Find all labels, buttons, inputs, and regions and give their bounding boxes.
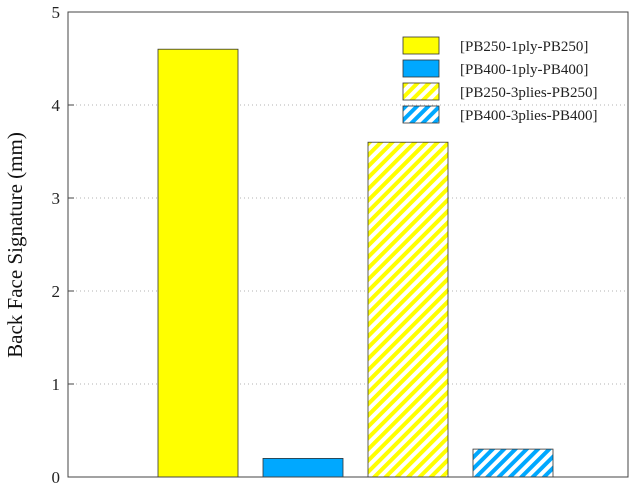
legend-label: [PB400-1ply-PB400]: [460, 62, 588, 78]
y-tick-label: 1: [52, 375, 61, 394]
legend-swatch: [402, 82, 440, 101]
legend: [PB250-1ply-PB250] [PB400-1ply-PB400] [PB2…: [402, 36, 598, 124]
bar-2: [262, 457, 344, 478]
y-tick-label: 2: [52, 282, 61, 301]
bar-3: [367, 141, 449, 478]
y-tick-label: 4: [52, 96, 61, 115]
y-tick-label: 0: [52, 468, 61, 483]
grid-lines: [68, 104, 628, 385]
bar-1: [157, 48, 239, 478]
plot-frame: [67, 11, 629, 478]
legend-label: [PB250-3plies-PB250]: [460, 85, 598, 101]
y-axis-ticks: 0 1 2 3 4 5: [52, 3, 74, 483]
bar-4: [472, 448, 554, 478]
legend-swatch: [402, 59, 440, 78]
bars: [157, 48, 554, 478]
y-tick-label: 3: [52, 189, 61, 208]
y-axis-label: Back Face Signature (mm): [3, 132, 27, 358]
legend-swatch: [402, 105, 440, 124]
legend-swatch: [402, 36, 440, 55]
legend-label: [PB250-1ply-PB250]: [460, 39, 588, 55]
legend-label: [PB400-3plies-PB400]: [460, 108, 598, 124]
y-tick-label: 5: [52, 3, 61, 22]
